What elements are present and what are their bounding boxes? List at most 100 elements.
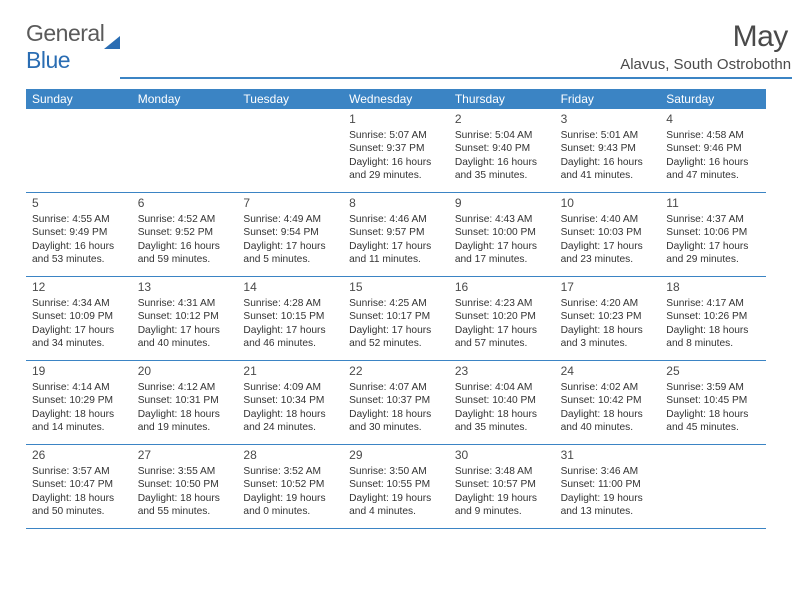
calendar-cell: 25Sunrise: 3:59 AMSunset: 10:45 PMDaylig… xyxy=(660,361,766,445)
logo-part2: Blue xyxy=(26,47,70,73)
calendar-cell: 14Sunrise: 4:28 AMSunset: 10:15 PMDaylig… xyxy=(237,277,343,361)
day-info-line: Daylight: 17 hours xyxy=(243,240,337,253)
day-info-line: Sunset: 10:06 PM xyxy=(666,226,760,239)
logo-triangle-icon xyxy=(104,36,120,49)
day-info-line: Sunrise: 4:17 AM xyxy=(666,297,760,310)
day-info-line: and 57 minutes. xyxy=(455,337,549,350)
calendar-cell: 1Sunrise: 5:07 AMSunset: 9:37 PMDaylight… xyxy=(343,109,449,193)
day-info-line: and 17 minutes. xyxy=(455,253,549,266)
day-info-line: Daylight: 17 hours xyxy=(666,240,760,253)
day-info-line: Sunrise: 4:09 AM xyxy=(243,381,337,394)
day-number: 11 xyxy=(666,196,760,212)
day-info-line: Sunset: 10:17 PM xyxy=(349,310,443,323)
day-info-line: and 45 minutes. xyxy=(666,421,760,434)
day-number: 28 xyxy=(243,448,337,464)
day-number: 25 xyxy=(666,364,760,380)
day-number: 23 xyxy=(455,364,549,380)
day-info-line: Sunrise: 3:57 AM xyxy=(32,465,126,478)
day-info-line: Sunset: 9:40 PM xyxy=(455,142,549,155)
day-info-line: Daylight: 16 hours xyxy=(32,240,126,253)
calendar-cell: 3Sunrise: 5:01 AMSunset: 9:43 PMDaylight… xyxy=(555,109,661,193)
day-info-line: Daylight: 18 hours xyxy=(243,408,337,421)
day-number: 10 xyxy=(561,196,655,212)
day-info-line: Sunset: 10:26 PM xyxy=(666,310,760,323)
weekday-label: Thursday xyxy=(449,89,555,109)
day-info-line: Sunset: 10:37 PM xyxy=(349,394,443,407)
day-info-line: Daylight: 17 hours xyxy=(243,324,337,337)
day-info-line: Sunrise: 4:49 AM xyxy=(243,213,337,226)
calendar-cell: 28Sunrise: 3:52 AMSunset: 10:52 PMDaylig… xyxy=(237,445,343,529)
calendar-cell: 13Sunrise: 4:31 AMSunset: 10:12 PMDaylig… xyxy=(132,277,238,361)
calendar-cell xyxy=(132,109,238,193)
day-info-line: Daylight: 19 hours xyxy=(455,492,549,505)
day-info-line: Sunrise: 4:25 AM xyxy=(349,297,443,310)
calendar-cell: 19Sunrise: 4:14 AMSunset: 10:29 PMDaylig… xyxy=(26,361,132,445)
day-number: 22 xyxy=(349,364,443,380)
day-info-line: Daylight: 17 hours xyxy=(561,240,655,253)
day-info-line: and 29 minutes. xyxy=(666,253,760,266)
day-info-line: Sunset: 10:40 PM xyxy=(455,394,549,407)
day-number: 24 xyxy=(561,364,655,380)
day-info-line: and 23 minutes. xyxy=(561,253,655,266)
day-info-line: Sunset: 10:31 PM xyxy=(138,394,232,407)
weekday-label: Sunday xyxy=(26,89,132,109)
day-info-line: and 40 minutes. xyxy=(138,337,232,350)
day-info-line: Daylight: 18 hours xyxy=(32,492,126,505)
day-info-line: Daylight: 18 hours xyxy=(32,408,126,421)
calendar-cell: 11Sunrise: 4:37 AMSunset: 10:06 PMDaylig… xyxy=(660,193,766,277)
page-title: May 2024 xyxy=(120,20,792,54)
day-info-line: Daylight: 19 hours xyxy=(349,492,443,505)
calendar-cell xyxy=(237,109,343,193)
day-info-line: Sunset: 10:45 PM xyxy=(666,394,760,407)
calendar-cell: 10Sunrise: 4:40 AMSunset: 10:03 PMDaylig… xyxy=(555,193,661,277)
day-info-line: Sunrise: 4:37 AM xyxy=(666,213,760,226)
calendar-cell: 23Sunrise: 4:04 AMSunset: 10:40 PMDaylig… xyxy=(449,361,555,445)
day-info-line: Sunset: 10:42 PM xyxy=(561,394,655,407)
day-info-line: Sunset: 10:23 PM xyxy=(561,310,655,323)
day-number: 6 xyxy=(138,196,232,212)
day-info-line: Sunset: 10:03 PM xyxy=(561,226,655,239)
day-info-line: and 19 minutes. xyxy=(138,421,232,434)
day-info-line: and 9 minutes. xyxy=(455,505,549,518)
day-info-line: Sunrise: 3:59 AM xyxy=(666,381,760,394)
day-number: 13 xyxy=(138,280,232,296)
day-info-line: and 14 minutes. xyxy=(32,421,126,434)
calendar-cell: 27Sunrise: 3:55 AMSunset: 10:50 PMDaylig… xyxy=(132,445,238,529)
day-number: 17 xyxy=(561,280,655,296)
day-info-line: Daylight: 19 hours xyxy=(561,492,655,505)
day-info-line: Daylight: 17 hours xyxy=(138,324,232,337)
day-info-line: Sunrise: 4:58 AM xyxy=(666,129,760,142)
day-info-line: and 41 minutes. xyxy=(561,169,655,182)
day-info-line: Sunrise: 3:50 AM xyxy=(349,465,443,478)
day-info-line: and 30 minutes. xyxy=(349,421,443,434)
day-info-line: and 53 minutes. xyxy=(32,253,126,266)
day-number: 26 xyxy=(32,448,126,464)
day-info-line: Sunset: 9:57 PM xyxy=(349,226,443,239)
day-info-line: Daylight: 16 hours xyxy=(666,156,760,169)
day-info-line: Sunrise: 4:34 AM xyxy=(32,297,126,310)
day-info-line: Sunset: 9:49 PM xyxy=(32,226,126,239)
day-info-line: Sunrise: 4:55 AM xyxy=(32,213,126,226)
day-number: 12 xyxy=(32,280,126,296)
day-number: 3 xyxy=(561,112,655,128)
day-info-line: Sunrise: 3:46 AM xyxy=(561,465,655,478)
day-info-line: Daylight: 16 hours xyxy=(138,240,232,253)
calendar-cell xyxy=(660,445,766,529)
day-number: 20 xyxy=(138,364,232,380)
day-number: 31 xyxy=(561,448,655,464)
calendar-cell: 9Sunrise: 4:43 AMSunset: 10:00 PMDayligh… xyxy=(449,193,555,277)
day-number: 16 xyxy=(455,280,549,296)
calendar-cell xyxy=(26,109,132,193)
day-info-line: Sunset: 9:46 PM xyxy=(666,142,760,155)
day-info-line: Sunset: 9:37 PM xyxy=(349,142,443,155)
day-number: 18 xyxy=(666,280,760,296)
calendar-cell: 22Sunrise: 4:07 AMSunset: 10:37 PMDaylig… xyxy=(343,361,449,445)
day-info-line: and 35 minutes. xyxy=(455,421,549,434)
day-number: 1 xyxy=(349,112,443,128)
day-info-line: and 11 minutes. xyxy=(349,253,443,266)
day-number: 30 xyxy=(455,448,549,464)
calendar-cell: 20Sunrise: 4:12 AMSunset: 10:31 PMDaylig… xyxy=(132,361,238,445)
calendar-cell: 5Sunrise: 4:55 AMSunset: 9:49 PMDaylight… xyxy=(26,193,132,277)
day-info-line: and 3 minutes. xyxy=(561,337,655,350)
day-info-line: and 34 minutes. xyxy=(32,337,126,350)
